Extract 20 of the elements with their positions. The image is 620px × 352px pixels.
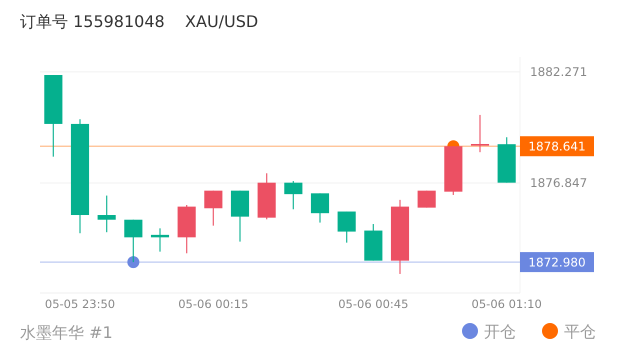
chart-title: 订单号 155981048 XAU/USD — [20, 12, 258, 31]
legend-label: 开仓 — [484, 322, 516, 341]
y-tick-label: 1876.847 — [530, 176, 588, 190]
text: 水墨年华 #1 — [20, 323, 113, 342]
x-tick-label: 05-06 01:10 — [472, 297, 542, 311]
ref-line-label: 1878.641 — [528, 139, 586, 154]
candlestick — [204, 190, 222, 226]
candlestick — [418, 190, 436, 208]
x-tick-label: 05-06 00:15 — [178, 297, 248, 311]
candlestick — [338, 210, 356, 244]
ref-line-label: 1872.980 — [528, 255, 586, 270]
legend-label: 平仓 — [564, 322, 596, 341]
x-tick-label: 05-06 00:45 — [338, 297, 408, 311]
y-tick-label: 1882.271 — [530, 65, 588, 80]
candlestick — [284, 180, 302, 210]
x-tick-label: 05-05 23:50 — [44, 297, 116, 311]
candlestick — [470, 114, 490, 153]
candlestick — [310, 192, 330, 224]
candlestick — [150, 228, 170, 252]
candlestick — [98, 194, 116, 233]
